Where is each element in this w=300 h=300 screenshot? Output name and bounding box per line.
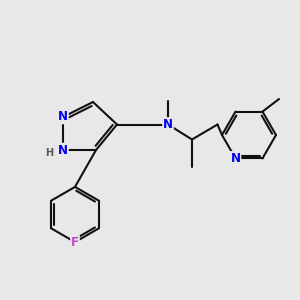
Text: N: N bbox=[58, 143, 68, 157]
Text: N: N bbox=[163, 118, 173, 131]
Text: H: H bbox=[45, 148, 54, 158]
Text: F: F bbox=[71, 236, 79, 249]
Text: N: N bbox=[230, 152, 241, 165]
Text: N: N bbox=[58, 110, 68, 124]
